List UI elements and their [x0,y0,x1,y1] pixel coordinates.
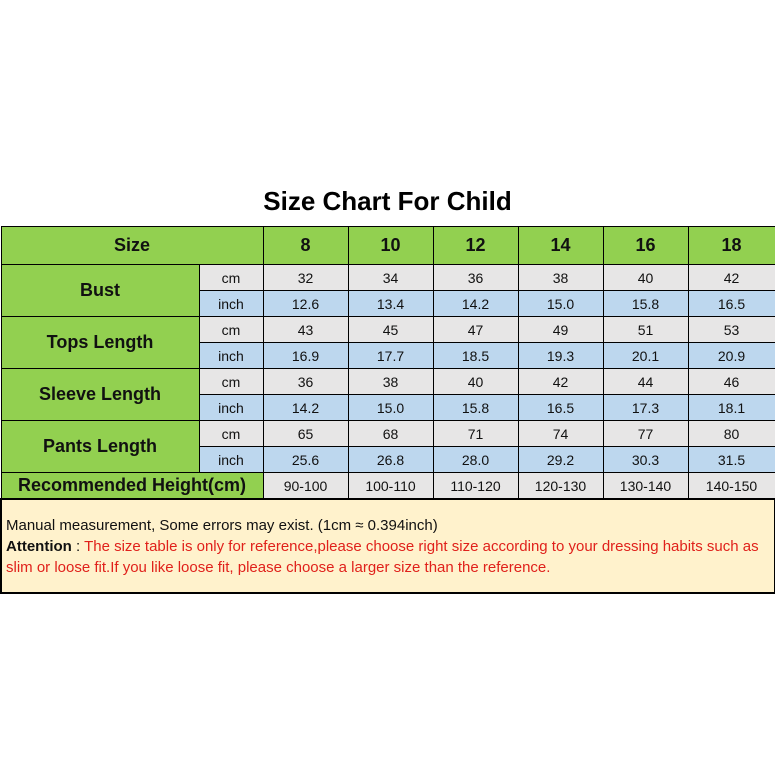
measurement-label: Tops Length [0,316,200,369]
value-cell: 46 [687,368,775,395]
value-cell: 36 [262,368,349,395]
table-row: Bust cm 32 34 36 38 40 42 [0,264,775,317]
measurement-label: Bust [0,264,200,317]
value-cell: 30.3 [602,446,689,473]
value-cell: 26.8 [347,446,434,473]
table-row: Tops Length cm 43 45 47 49 51 53 [0,316,775,369]
note-cell: Manual measurement, Some errors may exis… [0,498,775,594]
unit-label: cm [198,420,264,447]
value-cell: 16.9 [262,342,349,369]
value-cell: 74 [517,420,604,447]
value-cell: 15.8 [602,290,689,317]
value-cell: 38 [347,368,434,395]
value-cell: 14.2 [262,394,349,421]
value-cell: 18.1 [687,394,775,421]
height-cell: 110-120 [432,472,519,500]
size-col: 18 [687,226,775,265]
value-cell: 45 [347,316,434,343]
value-cell: 20.1 [602,342,689,369]
value-cell: 77 [602,420,689,447]
size-col: 16 [602,226,689,265]
height-cell: 90-100 [262,472,349,500]
value-cell: 19.3 [517,342,604,369]
unit-label: cm [198,316,264,343]
size-col: 12 [432,226,519,265]
value-cell: 16.5 [687,290,775,317]
unit-label: cm [198,368,264,395]
attention-note: Attention : The size table is only for r… [6,536,770,578]
unit-label: inch [198,342,264,369]
value-cell: 49 [517,316,604,343]
height-cell: 140-150 [687,472,775,500]
value-cell: 31.5 [687,446,775,473]
value-cell: 20.9 [687,342,775,369]
value-cell: 32 [262,264,349,291]
value-cell: 16.5 [517,394,604,421]
value-cell: 15.8 [432,394,519,421]
value-cell: 25.6 [262,446,349,473]
value-cell: 42 [687,264,775,291]
measurement-note: Manual measurement, Some errors may exis… [6,516,438,534]
height-cell: 130-140 [602,472,689,500]
measurement-label: Pants Length [0,420,200,473]
value-cell: 47 [432,316,519,343]
value-cell: 34 [347,264,434,291]
height-cell: 120-130 [517,472,604,500]
value-cell: 12.6 [262,290,349,317]
table-row: inch 14.2 15.0 15.8 16.5 17.3 18.1 [1,394,775,421]
value-cell: 17.7 [347,342,434,369]
value-cell: 65 [262,420,349,447]
header-row: Size 8 10 12 14 16 18 [0,226,775,265]
table-row: inch 12.6 13.4 14.2 15.0 15.8 16.5 [1,290,775,317]
value-cell: 17.3 [602,394,689,421]
recommended-height-row: Recommended Height(cm) 90-100 100-110 110-1… [0,472,775,500]
table-row: Pants Length cm 65 68 71 74 77 80 [0,420,775,473]
value-cell: 13.4 [347,290,434,317]
value-cell: 40 [432,368,519,395]
table-row: Sleeve Length cm 36 38 40 42 44 46 [0,368,775,421]
value-cell: 68 [347,420,434,447]
unit-label: inch [198,446,264,473]
value-cell: 28.0 [432,446,519,473]
unit-label: cm [198,264,264,291]
value-cell: 40 [602,264,689,291]
value-cell: 15.0 [347,394,434,421]
size-col: 8 [262,226,349,265]
value-cell: 15.0 [517,290,604,317]
height-cell: 100-110 [347,472,434,500]
value-cell: 43 [262,316,349,343]
value-cell: 71 [432,420,519,447]
table-row: inch 16.9 17.7 18.5 19.3 20.1 20.9 [1,342,775,369]
table-row: inch 25.6 26.8 28.0 29.2 30.3 31.5 [1,446,775,473]
size-header: Size [0,226,264,265]
value-cell: 51 [602,316,689,343]
attention-sep: : [71,537,85,555]
value-cell: 42 [517,368,604,395]
unit-label: inch [198,394,264,421]
value-cell: 53 [687,316,775,343]
value-cell: 14.2 [432,290,519,317]
measurement-label: Sleeve Length [0,368,200,421]
attention-text: The size table is only for reference,ple… [6,537,759,576]
size-col: 14 [517,226,604,265]
value-cell: 44 [602,368,689,395]
note-row: Manual measurement, Some errors may exis… [0,498,775,594]
value-cell: 38 [517,264,604,291]
chart-title: Size Chart For Child [263,186,512,216]
value-cell: 29.2 [517,446,604,473]
unit-label: inch [198,290,264,317]
size-table: Size 8 10 12 14 16 18 Bust cm 32 34 36 38 40 42… [0,226,775,594]
attention-label: Attention [6,537,72,555]
recommended-height-label: Recommended Height(cm) [0,472,264,500]
value-cell: 18.5 [432,342,519,369]
value-cell: 80 [687,420,775,447]
size-col: 10 [347,226,434,265]
value-cell: 36 [432,264,519,291]
